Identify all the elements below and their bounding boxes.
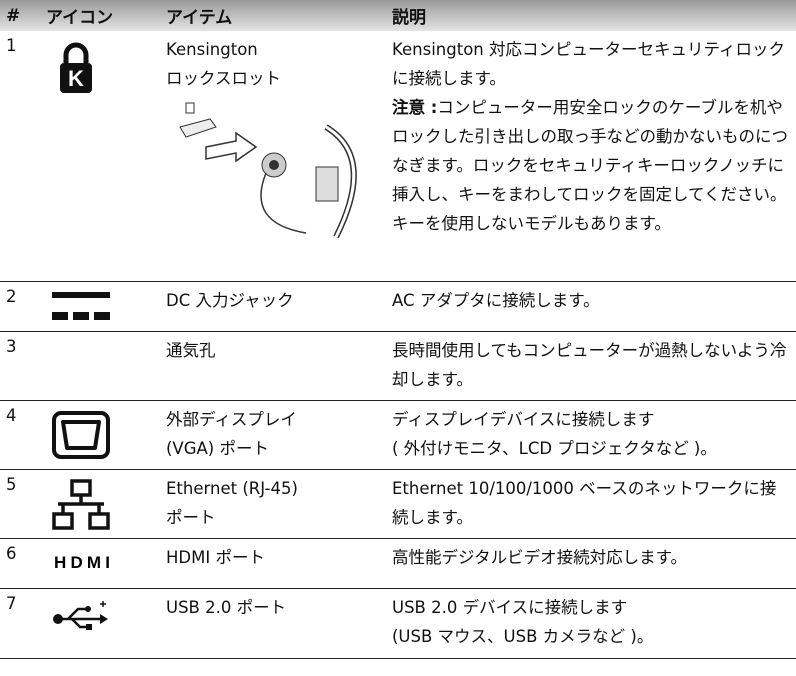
hdmi-icon: HDMI <box>54 553 110 572</box>
description: (USB マウス、USB カメラなど )。 <box>392 626 654 646</box>
row: 1 K Kensington ロックスロット Kensington 対応コンピュ… <box>0 31 796 282</box>
item-cell: HDMI ポート <box>160 538 386 589</box>
description-cell: AC アダプタに接続します。 <box>386 281 796 332</box>
number: 7 <box>0 588 40 659</box>
description: 高性能デジタルビデオ接続対応します。 <box>392 547 688 567</box>
icon-cell <box>40 588 160 659</box>
description-cell: Ethernet 10/100/1000 ベースのネットワークに接続します。 <box>386 469 796 539</box>
item-line: (VGA) ポート <box>166 438 269 458</box>
item-line: 通気孔 <box>166 340 216 360</box>
number: 3 <box>0 331 40 401</box>
item-cell: DC 入力ジャック <box>160 281 386 332</box>
icon-cell <box>40 400 160 470</box>
icon-cell <box>40 469 160 539</box>
row: 7 USB 2.0 ポート USB 2.0 デバイスに接続します (USB マウ… <box>0 588 796 659</box>
header-cell: アイコン <box>40 0 160 31</box>
ports-table: # アイコン アイテム 説明 1 K Kensington ロックスロット Ke… <box>0 0 796 659</box>
item-line: ポート <box>166 507 216 527</box>
row: 4 外部ディスプレイ (VGA) ポート ディスプレイデバイスに接続します ( … <box>0 400 796 470</box>
header-cell: アイテム <box>160 0 386 31</box>
item-cell: 外部ディスプレイ (VGA) ポート <box>160 400 386 470</box>
number: 1 <box>0 31 40 282</box>
header-cell: 説明 <box>386 0 796 31</box>
icon-cell: K <box>40 31 160 282</box>
row: 2 DC 入力ジャック AC アダプタに接続します。 <box>0 281 796 332</box>
icon-cell <box>40 281 160 332</box>
vga-icon <box>52 410 110 459</box>
description: ディスプレイデバイスに接続します <box>392 409 655 429</box>
number: 2 <box>0 281 40 332</box>
row: 3 通気孔 長時間使用してもコンピューターが過熱しないよう冷却します。 <box>0 331 796 401</box>
icon-text: HDMI <box>54 553 110 572</box>
ethernet-icon <box>52 478 110 530</box>
description: Ethernet 10/100/1000 ベースのネットワークに接続します。 <box>392 478 777 527</box>
dc-icon <box>52 291 110 320</box>
icon-cell: HDMI <box>40 538 160 589</box>
item-line: DC 入力ジャック <box>166 290 294 310</box>
note-label: 注意 : <box>392 98 438 117</box>
lock-illustration <box>179 102 357 239</box>
row: 6 HDMI HDMI ポート 高性能デジタルビデオ接続対応します。 <box>0 538 796 589</box>
description: 長時間使用してもコンピューターが過熱しないよう冷却します。 <box>392 340 787 389</box>
item-cell: USB 2.0 ポート <box>160 588 386 659</box>
usb-icon <box>53 600 108 630</box>
header-cell: # <box>0 0 40 31</box>
row: 5 Ethernet (RJ-45) ポート Ethernet 10/100/1… <box>0 469 796 539</box>
number: 6 <box>0 538 40 589</box>
description-cell: ディスプレイデバイスに接続します ( 外付けモニタ、LCD プロジェクタなど )… <box>386 400 796 470</box>
item-line: 外部ディスプレイ <box>166 409 297 429</box>
item-cell: Ethernet (RJ-45) ポート <box>160 469 386 539</box>
item-line: Ethernet (RJ-45) <box>166 478 298 498</box>
item-cell: Kensington ロックスロット <box>160 31 386 282</box>
item-line: ロックスロット <box>166 69 282 88</box>
item-line: Kensington <box>166 40 258 59</box>
item-cell: 通気孔 <box>160 331 386 401</box>
description: Kensington 対応コンピューターセキュリティロックに接続します。 <box>392 40 785 88</box>
number: 4 <box>0 400 40 470</box>
note: 注意 :コンピューター用安全ロックのケーブルを机やロックした引き出しの取っ手など… <box>392 93 790 238</box>
description-cell: Kensington 対応コンピューターセキュリティロックに接続します。 注意 … <box>386 31 796 282</box>
header-row: # アイコン アイテム 説明 <box>0 0 796 31</box>
number: 5 <box>0 469 40 539</box>
description: AC アダプタに接続します。 <box>392 290 600 310</box>
description-cell: 長時間使用してもコンピューターが過熱しないよう冷却します。 <box>386 331 796 401</box>
description: ( 外付けモニタ、LCD プロジェクタなど )。 <box>392 438 717 458</box>
description: USB 2.0 デバイスに接続します <box>392 597 628 617</box>
item-line: USB 2.0 ポート <box>166 597 287 617</box>
icon-letter: K <box>68 66 84 91</box>
description-cell: 高性能デジタルビデオ接続対応します。 <box>386 538 796 589</box>
icon-cell <box>40 331 160 401</box>
description-cell: USB 2.0 デバイスに接続します (USB マウス、USB カメラなど )。 <box>386 588 796 659</box>
item-line: HDMI ポート <box>166 547 265 567</box>
note-text: コンピューター用安全ロックのケーブルを机やロックした引き出しの取っ手などの動かな… <box>392 98 788 233</box>
kensington-icon: K <box>60 42 92 93</box>
